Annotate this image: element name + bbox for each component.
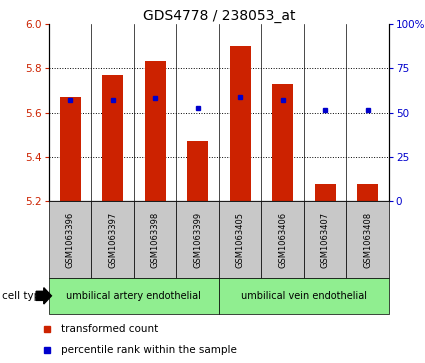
FancyBboxPatch shape	[219, 201, 261, 278]
FancyBboxPatch shape	[49, 201, 91, 278]
FancyBboxPatch shape	[261, 201, 304, 278]
Text: GSM1063396: GSM1063396	[65, 212, 75, 268]
Text: percentile rank within the sample: percentile rank within the sample	[61, 345, 237, 355]
Text: GSM1063397: GSM1063397	[108, 212, 117, 268]
Text: cell type: cell type	[2, 291, 47, 301]
Text: GSM1063398: GSM1063398	[150, 212, 160, 268]
Text: GSM1063405: GSM1063405	[235, 212, 245, 268]
FancyBboxPatch shape	[346, 201, 389, 278]
FancyBboxPatch shape	[134, 201, 176, 278]
Text: umbilical vein endothelial: umbilical vein endothelial	[241, 291, 367, 301]
Text: umbilical artery endothelial: umbilical artery endothelial	[66, 291, 201, 301]
FancyBboxPatch shape	[91, 201, 134, 278]
Bar	[314, 184, 336, 201]
Text: GSM1063407: GSM1063407	[320, 212, 330, 268]
Bar	[144, 61, 166, 201]
Bar	[230, 46, 251, 201]
Text: GSM1063408: GSM1063408	[363, 212, 372, 268]
Title: GDS4778 / 238053_at: GDS4778 / 238053_at	[143, 9, 295, 23]
Text: transformed count: transformed count	[61, 324, 159, 334]
Bar	[60, 97, 81, 201]
Bar	[102, 75, 123, 201]
FancyBboxPatch shape	[49, 278, 219, 314]
FancyBboxPatch shape	[176, 201, 219, 278]
Bar	[187, 142, 208, 201]
Bar	[272, 83, 293, 201]
Text: GSM1063399: GSM1063399	[193, 212, 202, 268]
FancyBboxPatch shape	[219, 278, 389, 314]
Text: GSM1063406: GSM1063406	[278, 212, 287, 268]
Bar	[357, 184, 378, 201]
FancyBboxPatch shape	[304, 201, 346, 278]
